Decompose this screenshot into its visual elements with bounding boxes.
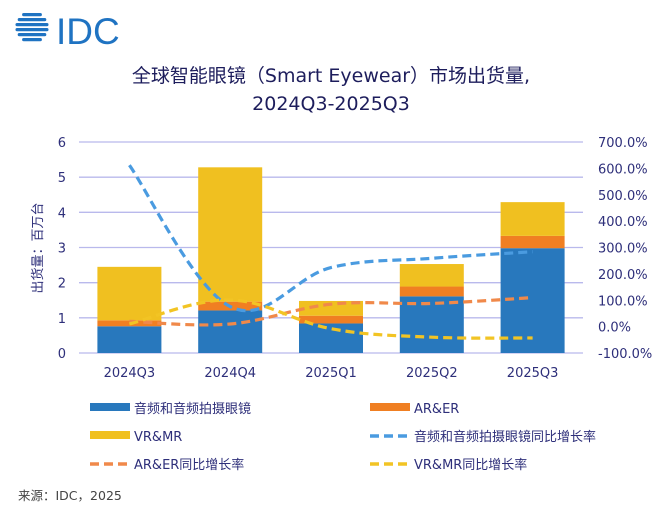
y2-tick-label: -100.0%: [598, 347, 652, 362]
bar-2-2025Q3: [500, 202, 565, 236]
legend-swatch: [90, 403, 130, 411]
logo-text: IDC: [56, 11, 120, 52]
y-tick-label: 1: [58, 312, 66, 327]
y-tick-label: 4: [58, 206, 66, 221]
legend-label: AR&ER: [414, 402, 459, 417]
globe-stripe: [17, 18, 47, 22]
bar-0-2025Q2: [399, 296, 464, 353]
line-series-0: [128, 164, 533, 313]
bar-0-2024Q4: [198, 310, 263, 353]
bar-2-2025Q1: [299, 300, 363, 316]
bar-1-2025Q1: [299, 315, 363, 324]
y-tick-label: 2: [58, 277, 66, 292]
legend-label: 音频和音频拍摄眼镜: [134, 401, 251, 417]
y2-tick-label: 100.0%: [598, 294, 648, 309]
globe-stripe: [15, 28, 49, 32]
bar-2-2024Q4: [198, 167, 263, 302]
bar-2-2025Q2: [399, 264, 464, 287]
y-tick-label: 3: [58, 242, 66, 257]
y2-tick-label: 600.0%: [598, 162, 648, 177]
bar-1-2025Q2: [399, 286, 464, 297]
globe-stripe: [22, 38, 42, 42]
y2-tick-label: 200.0%: [598, 268, 648, 283]
bar-1-2025Q3: [500, 235, 565, 249]
chart-title-line2: 2024Q3-2025Q3: [252, 93, 410, 115]
x-tick-label: 2025Q3: [507, 366, 559, 381]
x-tick-label: 2025Q2: [406, 366, 458, 381]
x-tick-label: 2025Q1: [305, 366, 357, 381]
x-tick-label: 2024Q3: [104, 366, 156, 381]
bar-0-2025Q1: [299, 323, 363, 353]
y2-tick-label: 400.0%: [598, 215, 648, 230]
idc-logo: IDC: [15, 11, 120, 52]
legend-swatch: [370, 403, 410, 411]
x-tick-label: 2024Q4: [204, 366, 256, 381]
globe-icon: [15, 13, 49, 42]
legend-label: VR&MR: [134, 430, 182, 445]
globe-stripe: [22, 13, 42, 17]
bar-2-2024Q3: [97, 266, 162, 321]
y-tick-label: 0: [58, 347, 66, 362]
y2-tick-label: 700.0%: [598, 136, 648, 151]
globe-stripe: [15, 23, 49, 27]
bar-0-2025Q3: [500, 248, 565, 353]
globe-stripe: [17, 33, 47, 37]
line-series-1: [129, 296, 533, 327]
legend-label: VR&MR同比增长率: [414, 457, 527, 473]
y2-tick-label: 300.0%: [598, 242, 648, 257]
y-tick-label: 5: [58, 171, 66, 186]
legend-label: 音频和音频拍摄眼镜同比增长率: [414, 429, 596, 445]
legend-label: AR&ER同比增长率: [134, 457, 244, 473]
bar-0-2024Q3: [97, 326, 162, 353]
chart-title-line1: 全球智能眼镜（Smart Eyewear）市场出货量,: [132, 65, 530, 87]
source-note: 来源：IDC，2025: [18, 488, 122, 503]
y-tick-label: 6: [58, 136, 66, 151]
legend-swatch: [90, 431, 130, 439]
y-axis-label: 出货量：百万台: [30, 202, 46, 293]
y2-tick-label: 0.0%: [598, 321, 631, 336]
y2-tick-label: 500.0%: [598, 189, 648, 204]
